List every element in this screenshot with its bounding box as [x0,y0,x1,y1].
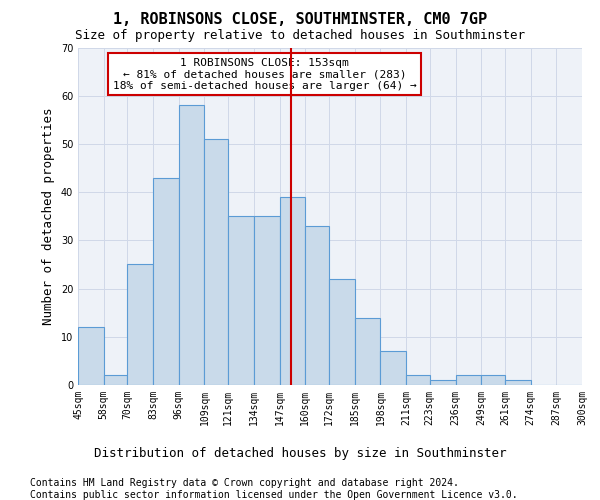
Bar [481,376,505,385]
Bar [455,376,481,385]
Text: Contains public sector information licensed under the Open Government Licence v3: Contains public sector information licen… [30,490,518,500]
Bar [305,226,329,385]
Bar [127,264,153,385]
Bar [280,197,305,385]
Bar [380,351,406,385]
Text: Distribution of detached houses by size in Southminster: Distribution of detached houses by size … [94,448,506,460]
Bar [228,216,254,385]
Bar [406,376,430,385]
Text: 1 ROBINSONS CLOSE: 153sqm
← 81% of detached houses are smaller (283)
18% of semi: 1 ROBINSONS CLOSE: 153sqm ← 81% of detac… [113,58,416,91]
Bar [78,327,104,385]
Y-axis label: Number of detached properties: Number of detached properties [42,108,55,325]
Bar [254,216,280,385]
Text: 1, ROBINSONS CLOSE, SOUTHMINSTER, CM0 7GP: 1, ROBINSONS CLOSE, SOUTHMINSTER, CM0 7G… [113,12,487,28]
Bar [329,279,355,385]
Bar [430,380,455,385]
Text: Size of property relative to detached houses in Southminster: Size of property relative to detached ho… [75,29,525,42]
Text: Contains HM Land Registry data © Crown copyright and database right 2024.: Contains HM Land Registry data © Crown c… [30,478,459,488]
Bar [104,376,127,385]
Bar [205,139,228,385]
Bar [505,380,530,385]
Bar [179,106,205,385]
Bar [355,318,380,385]
Bar [153,178,179,385]
